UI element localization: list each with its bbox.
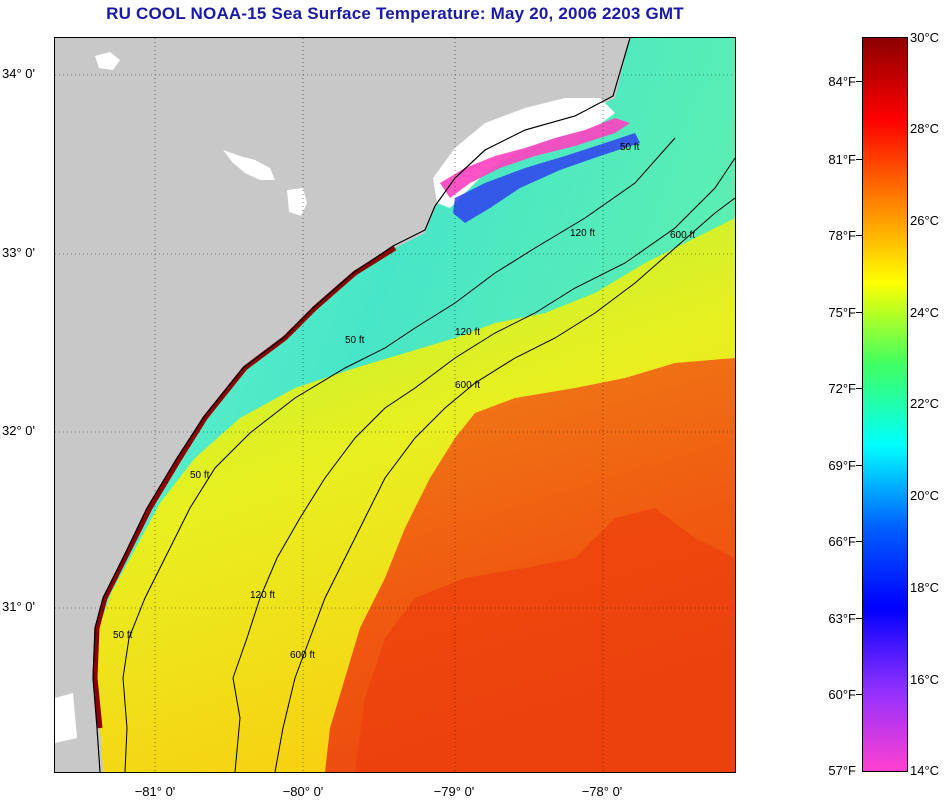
cloud-patch-3	[95, 52, 120, 70]
isobath-label-50ft-mid: 50 ft	[345, 335, 365, 346]
colorbar-f-63: 63°F	[828, 611, 856, 626]
colorbar-tick-f	[856, 618, 862, 619]
colorbar-c-16: 16°C	[910, 672, 940, 687]
lat-label-34: 34° 0'	[2, 66, 35, 81]
cloud-patch-4	[55, 693, 77, 743]
colorbar-f-78: 78°F	[828, 228, 856, 243]
isobath-label-120ft-north: 120 ft	[570, 228, 595, 239]
colorbar-c-30: 30°C	[910, 30, 940, 45]
colorbar-tick-f	[856, 388, 862, 389]
colorbar-c-24: 24°C	[910, 305, 940, 320]
lat-label-31: 31° 0'	[2, 599, 35, 614]
isobath-600ft	[274, 197, 735, 772]
colorbar-c-28: 28°C	[910, 121, 940, 136]
colorbar-f-69: 69°F	[828, 458, 856, 473]
isobath-label-600ft-north: 600 ft	[670, 230, 695, 241]
colorbar-tick-f	[856, 81, 862, 82]
colorbar-tick-f	[856, 694, 862, 695]
lon-label-79: −79° 0'	[433, 784, 475, 799]
colorbar-f-57: 57°F	[828, 763, 856, 778]
colorbar-tick-f	[856, 235, 862, 236]
lat-label-32: 32° 0'	[2, 423, 35, 438]
cloud-patch-1	[223, 150, 275, 180]
sst-map-image: 50 ft 120 ft 600 ft 50 ft 120 ft 600 ft …	[55, 38, 735, 772]
colorbar-f-66: 66°F	[828, 534, 856, 549]
cloud-cover	[433, 98, 615, 208]
lon-label-78: −78° 0'	[581, 784, 623, 799]
colorbar-tick-f	[856, 541, 862, 542]
colorbar-c-20: 20°C	[910, 488, 940, 503]
coastal-warm-fringe	[92, 245, 397, 729]
colorbar-c-14: 14°C	[910, 763, 940, 778]
isobath-label-600ft-mid: 600 ft	[455, 380, 480, 391]
isobath-label-120ft-south: 120 ft	[250, 590, 275, 601]
cold-plume-edge	[453, 133, 640, 223]
colorbar-f-84: 84°F	[828, 74, 856, 89]
lon-label-80: −80° 0'	[282, 784, 324, 799]
graticule	[55, 38, 735, 772]
isobath-50ft	[122, 137, 676, 772]
colorbar-f-81: 81°F	[828, 152, 856, 167]
cloud-patch-2	[287, 188, 307, 216]
isobath-label-50ft-north: 50 ft	[620, 142, 640, 153]
isobath-label-120ft-mid: 120 ft	[455, 327, 480, 338]
lat-label-33: 33° 0'	[2, 245, 35, 260]
coastline	[92, 38, 631, 772]
map-title: RU COOL NOAA-15 Sea Surface Temperature:…	[106, 4, 684, 23]
lon-label-81: −81° 0'	[134, 784, 176, 799]
colorbar-f-75: 75°F	[828, 305, 856, 320]
colorbar-f-60: 60°F	[828, 687, 856, 702]
colorbar-tick-f	[856, 465, 862, 466]
isobath-120ft	[232, 157, 735, 772]
isobath-label-50ft-far-south: 50 ft	[113, 630, 133, 641]
isobath-label-50ft-south: 50 ft	[190, 470, 210, 481]
colorbar-c-18: 18°C	[910, 580, 940, 595]
colorbar-c-26: 26°C	[910, 213, 940, 228]
colorbar-c-22: 22°C	[910, 396, 940, 411]
temperature-colorbar	[862, 37, 908, 772]
cold-plume	[440, 118, 630, 198]
colorbar-tick-f	[856, 312, 862, 313]
gulf-stream-core	[355, 508, 735, 772]
colorbar-tick-f	[856, 159, 862, 160]
isobath-label-600ft-south: 600 ft	[290, 650, 315, 661]
colorbar-f-72: 72°F	[828, 381, 856, 396]
sst-map: 50 ft 120 ft 600 ft 50 ft 120 ft 600 ft …	[54, 37, 736, 773]
